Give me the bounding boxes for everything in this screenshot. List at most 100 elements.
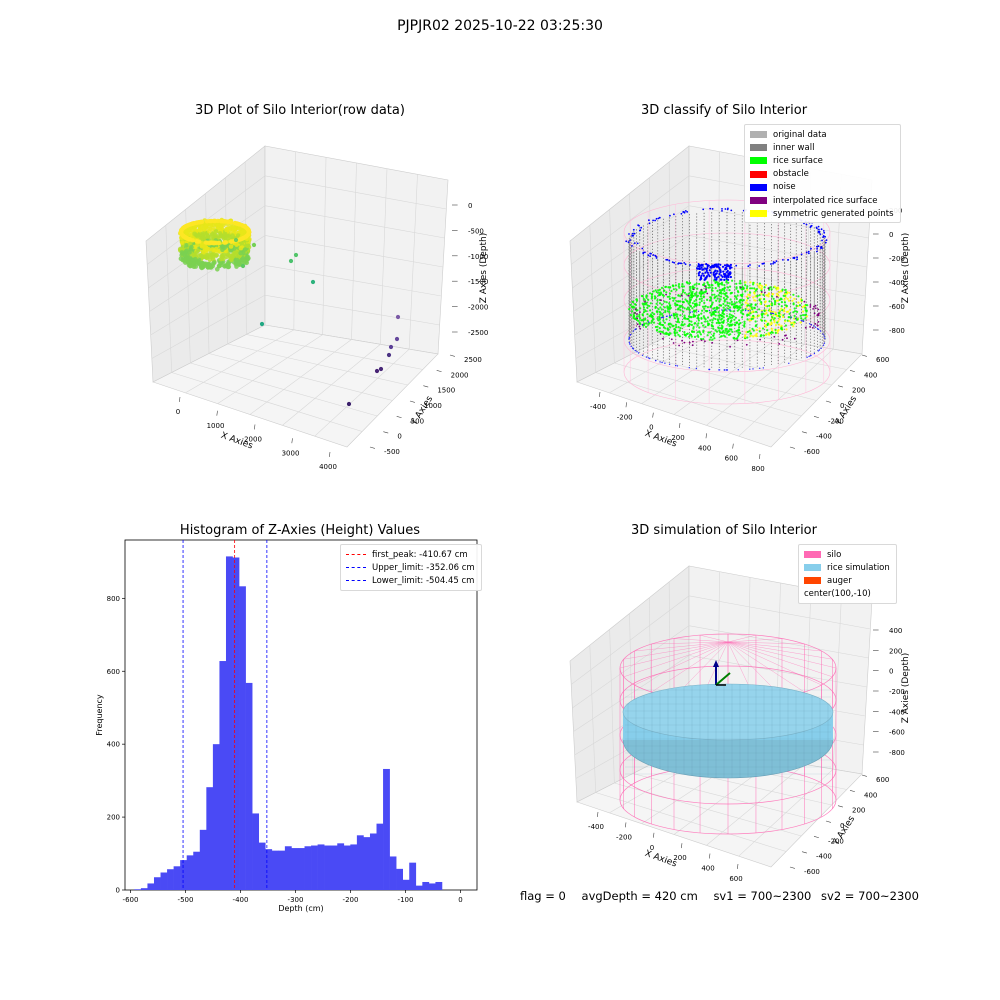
panel1-z-tick: -500 xyxy=(468,227,484,235)
noise-point xyxy=(708,275,711,278)
legend-entry: silo xyxy=(804,548,890,561)
noise-point xyxy=(684,210,687,212)
noise-point xyxy=(702,208,705,211)
noise-point xyxy=(698,267,701,270)
rice-surface-point xyxy=(683,291,687,294)
rice-surface-point xyxy=(700,312,703,315)
cluster-point xyxy=(193,256,198,262)
rice-surface-point xyxy=(776,331,779,334)
rice-surface-point xyxy=(697,314,700,317)
noise-point xyxy=(729,275,733,279)
legend-label: rice surface xyxy=(773,155,823,166)
rice-surface-point xyxy=(642,306,646,309)
noise-point xyxy=(701,268,704,271)
rice-surface-point xyxy=(698,303,701,307)
cluster-point xyxy=(199,261,204,267)
noise-point xyxy=(648,219,650,222)
cluster-point xyxy=(234,242,239,247)
noise-point xyxy=(796,258,798,261)
rice-surface-point xyxy=(669,304,672,307)
outlier-point xyxy=(388,344,394,350)
noise-point xyxy=(636,242,639,245)
cluster-top-point xyxy=(185,236,190,241)
noise-point xyxy=(816,245,818,248)
rice-surface-point xyxy=(741,303,744,306)
rice-surface-point xyxy=(683,333,687,337)
status-footer: flag = 0 avgDepth = 420 cm sv1 = 700~230… xyxy=(520,889,931,903)
legend-label: inner wall xyxy=(773,142,815,153)
cluster-top-point xyxy=(211,218,217,224)
rice-surface-point xyxy=(692,313,695,316)
rice-surface-point xyxy=(715,330,719,333)
histogram-legend: first_peak: -410.67 cm Upper_limit: -352.… xyxy=(340,544,482,591)
cluster-point xyxy=(218,256,224,262)
rice-surface-point xyxy=(784,324,788,327)
noise-point xyxy=(726,269,729,273)
rice-surface-point xyxy=(675,288,678,291)
noise-point xyxy=(715,276,718,279)
rice-surface-point xyxy=(658,315,661,318)
noise-point xyxy=(715,263,718,266)
rice-surface-point xyxy=(718,329,721,332)
noise-point xyxy=(723,264,727,267)
noise-point xyxy=(729,263,733,266)
rice-surface-point xyxy=(754,320,757,323)
rice-surface-point xyxy=(724,329,728,332)
rice-surface-point xyxy=(646,319,649,322)
noise-point xyxy=(761,262,764,265)
rice-surface-point xyxy=(704,318,707,321)
avg-depth-text: avgDepth = 420 cm xyxy=(581,889,698,903)
tick-mark xyxy=(436,370,442,373)
noise-point xyxy=(809,225,812,228)
noise-point xyxy=(819,233,822,236)
cluster-point xyxy=(206,253,211,258)
rice-surface-point xyxy=(634,303,637,306)
rice-surface-point xyxy=(720,335,723,338)
noise-point xyxy=(633,232,636,235)
rice-surface-point xyxy=(683,331,686,334)
rice-surface-point xyxy=(680,285,684,288)
cluster-top-point xyxy=(240,236,246,241)
rice-surface-point xyxy=(780,290,783,293)
tick-mark xyxy=(329,451,331,457)
cluster-point xyxy=(184,243,189,248)
rice-surface-point xyxy=(772,314,775,317)
legend-entry: symmetric generated points xyxy=(750,207,894,220)
rice-surface-point xyxy=(663,306,666,309)
grid-line xyxy=(314,348,410,437)
rice-surface-point xyxy=(722,302,725,306)
rice-surface-point xyxy=(711,301,714,304)
rice-surface-point xyxy=(697,335,700,338)
rice-surface-point xyxy=(674,334,677,337)
cluster-point xyxy=(231,226,237,231)
rice-surface-point xyxy=(725,292,728,295)
rice-surface-point xyxy=(705,286,708,289)
rice-surface-point xyxy=(769,323,772,326)
rice-surface-point xyxy=(727,323,730,326)
rice-surface-point xyxy=(748,319,751,322)
cluster-top-point xyxy=(208,218,213,224)
rice-surface-point xyxy=(710,313,713,316)
rice-surface-point xyxy=(629,314,633,317)
legend-swatch xyxy=(750,197,767,205)
cluster-point xyxy=(219,223,224,229)
noise-point xyxy=(700,277,703,280)
noise-point xyxy=(720,274,723,277)
rice-surface-point xyxy=(669,322,672,325)
noise-point xyxy=(770,263,772,265)
rice-surface-point xyxy=(753,287,756,290)
rice-surface-point xyxy=(666,295,669,298)
legend-label: original data xyxy=(773,129,827,140)
cluster-point xyxy=(228,244,234,249)
noise-point xyxy=(822,235,825,237)
tick-mark xyxy=(449,354,455,357)
noise-point xyxy=(816,250,818,253)
rice-surface-point xyxy=(743,325,746,328)
rice-surface-point xyxy=(677,333,680,336)
cluster-point xyxy=(213,229,219,234)
noise-point xyxy=(722,270,725,273)
rice-surface-point xyxy=(746,313,749,316)
noise-point xyxy=(639,229,641,232)
rice-surface-point xyxy=(784,288,787,291)
rice-surface-point xyxy=(742,287,745,290)
